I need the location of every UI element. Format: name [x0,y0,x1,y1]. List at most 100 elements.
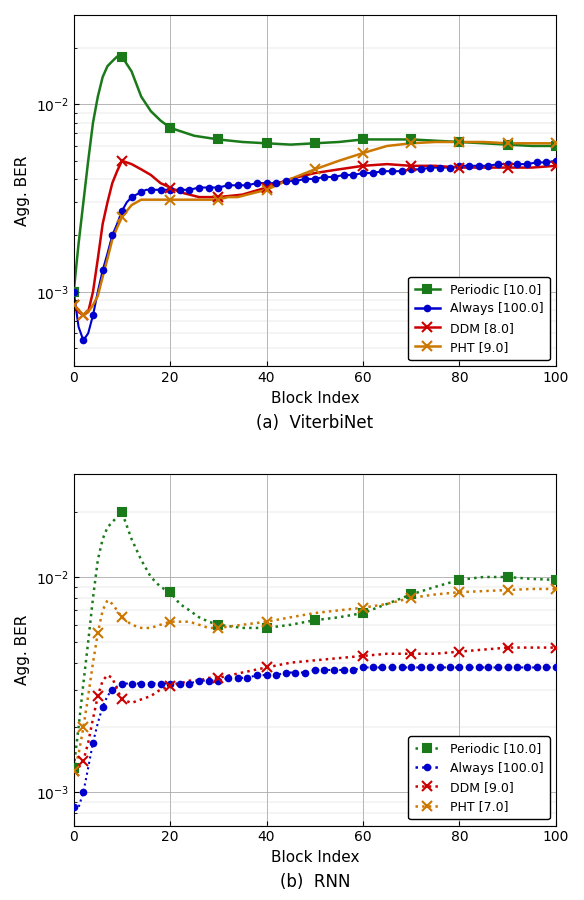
DDM [8.0] [80,310,87,320]
Periodic [10.0] [166,587,173,598]
PHT [9.0] [119,212,126,222]
Always [100.0] [543,157,550,167]
PHT [7.0] [263,616,270,627]
DDM [9.0] [504,643,511,653]
DDM [8.0] [263,182,270,193]
Line: DDM [9.0]: DDM [9.0] [69,643,561,777]
X-axis label: Block Index: Block Index [270,850,359,865]
Always [100.0] [80,335,87,346]
DDM [8.0] [119,156,126,166]
PHT [9.0] [504,138,511,148]
PHT [9.0] [552,138,559,148]
PHT [7.0] [456,587,463,598]
Text: (a)  ViterbiNet: (a) ViterbiNet [256,413,373,431]
PHT [7.0] [408,592,415,603]
DDM [9.0] [119,694,126,705]
DDM [9.0] [456,646,463,657]
Always [100.0] [70,286,77,297]
PHT [9.0] [70,300,77,310]
Periodic [10.0] [311,615,318,626]
Always [100.0] [552,156,559,166]
DDM [8.0] [456,162,463,173]
Periodic [10.0] [215,619,222,630]
Periodic [10.0] [70,286,77,297]
PHT [9.0] [360,148,367,158]
PHT [7.0] [360,602,367,613]
X-axis label: Block Index: Block Index [270,391,359,406]
Always [100.0] [543,662,550,673]
Always [100.0] [398,166,405,176]
PHT [7.0] [166,616,173,627]
DDM [9.0] [552,643,559,653]
Periodic [10.0] [456,574,463,585]
DDM [8.0] [70,300,77,310]
Always [100.0] [427,662,434,673]
Always [100.0] [360,662,367,673]
Legend: Periodic [10.0], Always [100.0], DDM [9.0], PHT [7.0]: Periodic [10.0], Always [100.0], DDM [9.… [408,736,550,819]
Periodic [10.0] [263,138,270,148]
Always [100.0] [215,675,222,686]
PHT [7.0] [95,627,102,638]
DDM [8.0] [504,162,511,173]
Periodic [10.0] [119,51,126,62]
Y-axis label: Agg. BER: Agg. BER [15,156,30,226]
Line: Periodic [10.0]: Periodic [10.0] [69,508,560,772]
Periodic [10.0] [456,137,463,148]
PHT [9.0] [456,137,463,148]
PHT [9.0] [80,310,87,320]
Always [100.0] [234,180,241,191]
PHT [9.0] [408,138,415,148]
Always [100.0] [186,184,193,195]
DDM [9.0] [263,662,270,673]
PHT [7.0] [70,766,77,777]
Periodic [10.0] [70,762,77,773]
DDM [8.0] [552,160,559,171]
Periodic [10.0] [215,134,222,145]
Always [100.0] [224,180,231,191]
PHT [9.0] [166,194,173,205]
Periodic [10.0] [360,608,367,618]
Periodic [10.0] [166,122,173,133]
Periodic [10.0] [552,574,559,585]
DDM [9.0] [70,766,77,777]
DDM [9.0] [166,681,173,692]
Legend: Periodic [10.0], Always [100.0], DDM [8.0], PHT [9.0]: Periodic [10.0], Always [100.0], DDM [8.… [408,277,550,360]
DDM [9.0] [360,651,367,661]
DDM [8.0] [408,160,415,171]
Y-axis label: Agg. BER: Agg. BER [15,615,30,685]
DDM [8.0] [166,182,173,193]
Always [100.0] [427,162,434,173]
Periodic [10.0] [263,623,270,634]
DDM [9.0] [95,690,102,701]
DDM [8.0] [360,160,367,171]
Periodic [10.0] [408,134,415,145]
Always [100.0] [552,662,559,673]
Text: (b)  RNN: (b) RNN [280,873,350,891]
Periodic [10.0] [408,589,415,599]
Always [100.0] [224,672,231,683]
Line: Always [100.0]: Always [100.0] [71,158,558,343]
Always [100.0] [176,678,183,688]
PHT [7.0] [215,623,222,634]
Periodic [10.0] [119,507,126,517]
DDM [8.0] [215,192,222,202]
PHT [9.0] [311,164,318,175]
PHT [7.0] [552,583,559,594]
Periodic [10.0] [504,140,511,150]
Periodic [10.0] [504,572,511,582]
DDM [9.0] [408,648,415,659]
DDM [9.0] [80,755,87,766]
Periodic [10.0] [360,134,367,145]
DDM [9.0] [215,672,222,683]
Line: Always [100.0]: Always [100.0] [71,665,558,810]
PHT [7.0] [80,722,87,733]
Always [100.0] [70,802,77,813]
PHT [9.0] [263,184,270,195]
PHT [7.0] [119,612,126,623]
Line: DDM [8.0]: DDM [8.0] [69,156,561,320]
PHT [7.0] [504,585,511,596]
Periodic [10.0] [552,140,559,151]
Periodic [10.0] [311,138,318,148]
Line: PHT [7.0]: PHT [7.0] [69,584,561,777]
Line: PHT [9.0]: PHT [9.0] [69,137,561,320]
